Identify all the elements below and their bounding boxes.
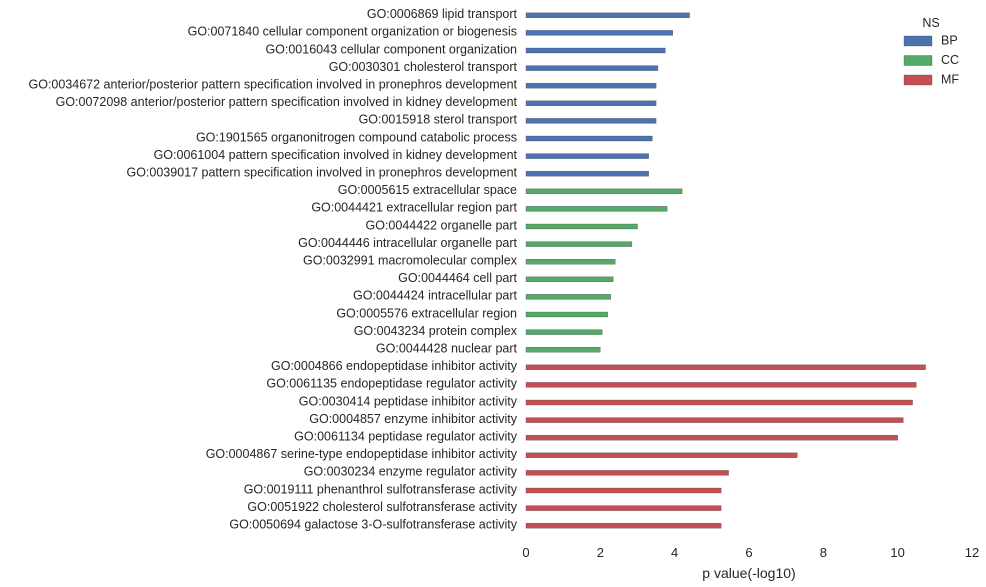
bar-bp xyxy=(525,171,649,177)
category-label: GO:0071840 cellular component organizati… xyxy=(188,25,517,39)
category-label: GO:0044424 intracellular part xyxy=(353,289,518,303)
x-tick-label: 8 xyxy=(820,545,827,560)
category-label: GO:0004867 serine-type endopeptidase inh… xyxy=(206,447,518,461)
category-label: GO:0015918 sterol transport xyxy=(359,113,518,127)
x-tick-label: 0 xyxy=(522,545,529,560)
legend: NS BP CC MF xyxy=(903,16,959,86)
category-label: GO:0032991 macromolecular complex xyxy=(303,253,518,267)
category-label: GO:0044421 extracellular region part xyxy=(311,201,517,215)
bar-cc xyxy=(525,206,668,212)
legend-swatch-bp xyxy=(903,35,933,47)
category-label: GO:0061134 peptidase regulator activity xyxy=(294,429,518,443)
x-axis: 0 2 4 6 8 10 12 xyxy=(522,545,979,560)
legend-title: NS xyxy=(922,16,939,30)
bar-bp xyxy=(525,100,657,106)
x-tick-label: 10 xyxy=(890,545,904,560)
category-label: GO:0044428 nuclear part xyxy=(376,341,518,355)
bar-mf xyxy=(525,382,917,388)
category-label: GO:0005615 extracellular space xyxy=(338,183,517,197)
bar-bp xyxy=(525,153,649,159)
x-tick-label: 2 xyxy=(597,545,604,560)
legend-label-bp: BP xyxy=(941,33,958,47)
category-label: GO:0034672 anterior/posterior pattern sp… xyxy=(29,77,518,91)
category-label: GO:0043234 protein complex xyxy=(354,324,518,338)
category-label: GO:0061004 pattern specification involve… xyxy=(154,148,518,162)
category-label: GO:0004857 enzyme inhibitor activity xyxy=(309,412,517,426)
category-labels: GO:0006869 lipid transport GO:0071840 cel… xyxy=(29,7,518,531)
bar-mf xyxy=(525,505,722,511)
bar-cc xyxy=(525,311,608,318)
bars-layer xyxy=(525,12,926,529)
category-label: GO:0039017 pattern specification involve… xyxy=(126,165,517,179)
category-label: GO:0044464 cell part xyxy=(398,271,517,285)
bar-mf xyxy=(525,417,904,423)
category-label: GO:0019111 phenanthrol sulfotransferase … xyxy=(244,482,518,496)
category-label: GO:0005576 extracellular region xyxy=(336,306,517,320)
bar-bp xyxy=(525,135,653,142)
bar-cc xyxy=(525,347,601,353)
category-label: GO:0030234 enzyme regulator activity xyxy=(304,465,518,479)
category-label: GO:0044422 organelle part xyxy=(366,218,518,232)
category-label: GO:0050694 galactose 3-O-sulfotransferas… xyxy=(229,517,517,531)
category-label: GO:0030301 cholesterol transport xyxy=(329,60,518,74)
bar-mf xyxy=(525,452,798,458)
category-label: GO:0030414 peptidase inhibitor activity xyxy=(299,394,518,408)
bar-bp xyxy=(525,12,690,18)
legend-swatch-cc xyxy=(903,55,933,66)
bar-mf xyxy=(525,470,729,476)
bar-bp xyxy=(525,30,673,36)
legend-label-mf: MF xyxy=(941,72,959,86)
bar-cc xyxy=(525,241,633,247)
bar-cc xyxy=(525,294,611,300)
bar-mf xyxy=(525,435,898,441)
x-tick-label: 6 xyxy=(745,545,752,560)
x-tick-label: 4 xyxy=(671,545,678,560)
bar-mf xyxy=(525,523,722,529)
bar-cc xyxy=(525,223,638,230)
category-label: GO:0006869 lipid transport xyxy=(367,7,518,21)
bar-mf xyxy=(525,364,926,370)
legend-swatch-mf xyxy=(903,74,933,86)
bar-bp xyxy=(525,47,666,54)
bar-mf xyxy=(525,487,722,494)
bar-bp xyxy=(525,65,659,71)
category-label: GO:0004866 endopeptidase inhibitor activ… xyxy=(271,359,518,373)
category-label: GO:1901565 organonitrogen compound catab… xyxy=(196,130,517,144)
x-tick-label: 12 xyxy=(965,545,979,560)
category-label: GO:0072098 anterior/posterior pattern sp… xyxy=(56,95,518,109)
bar-mf xyxy=(525,399,913,406)
bar-cc xyxy=(525,188,683,194)
bar-cc xyxy=(525,259,616,265)
x-axis-title: p value(-log10) xyxy=(702,565,795,581)
bar-cc xyxy=(525,276,614,282)
category-label: GO:0016043 cellular component organizati… xyxy=(265,42,517,56)
category-label: GO:0061135 endopeptidase regulator activ… xyxy=(266,377,517,391)
bar-cc xyxy=(525,329,603,335)
bar-bp xyxy=(525,83,657,89)
category-label: GO:0044446 intracellular organelle part xyxy=(298,236,517,250)
bar-bp xyxy=(525,118,657,124)
legend-label-cc: CC xyxy=(941,53,959,67)
category-label: GO:0051922 cholesterol sulfotransferase … xyxy=(247,500,517,514)
